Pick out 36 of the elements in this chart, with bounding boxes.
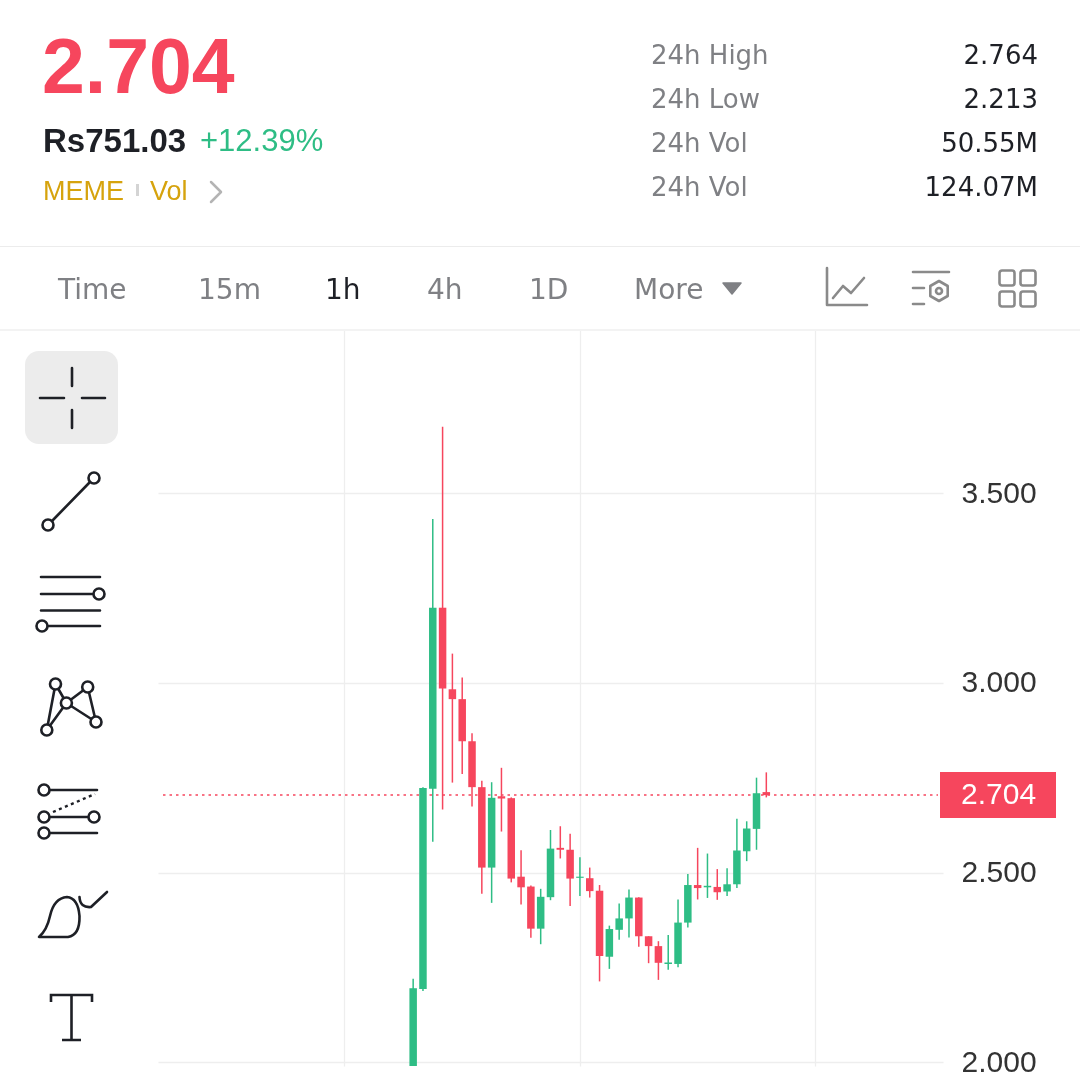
candlestick bbox=[723, 867, 731, 897]
candlestick bbox=[625, 888, 633, 939]
text: More bbox=[634, 273, 704, 306]
candlestick bbox=[585, 866, 594, 899]
text: 124.07M bbox=[924, 172, 1038, 202]
text: 50.55M bbox=[941, 128, 1038, 158]
y-tick-label: 3.500 bbox=[961, 475, 1037, 509]
text: Vol bbox=[150, 175, 188, 206]
text: 4h bbox=[427, 273, 463, 306]
text: 24h Vol bbox=[651, 128, 748, 158]
chart-title: 2.704 bbox=[42, 23, 235, 109]
text: MEME bbox=[43, 175, 124, 206]
candlestick bbox=[654, 940, 663, 981]
text: 1h bbox=[325, 273, 361, 306]
candlestick bbox=[517, 849, 525, 906]
y-tick-label: 3.000 bbox=[961, 665, 1037, 699]
y-tick-label: 2.500 bbox=[961, 855, 1037, 889]
text: 2.764 bbox=[963, 40, 1038, 70]
text: 1D bbox=[529, 273, 569, 306]
candlestick bbox=[615, 902, 623, 941]
text: 24h High bbox=[651, 40, 769, 70]
y-tick-label: 2.000 bbox=[961, 1044, 1037, 1078]
candlestick bbox=[742, 820, 751, 862]
text: 2.213 bbox=[963, 84, 1038, 114]
candlestick bbox=[664, 934, 672, 971]
text: 15m bbox=[198, 273, 261, 306]
text: +12.39% bbox=[200, 122, 324, 158]
ref-line-label: 2.704 bbox=[961, 777, 1037, 811]
text: Time bbox=[58, 273, 127, 306]
candlestick bbox=[556, 825, 565, 860]
candlestick bbox=[644, 935, 653, 964]
text: 24h Vol bbox=[651, 172, 748, 202]
candlestick bbox=[693, 847, 702, 901]
candlestick bbox=[448, 652, 457, 784]
text: 24h Low bbox=[651, 84, 761, 114]
text: Rs751.03 bbox=[43, 121, 187, 159]
